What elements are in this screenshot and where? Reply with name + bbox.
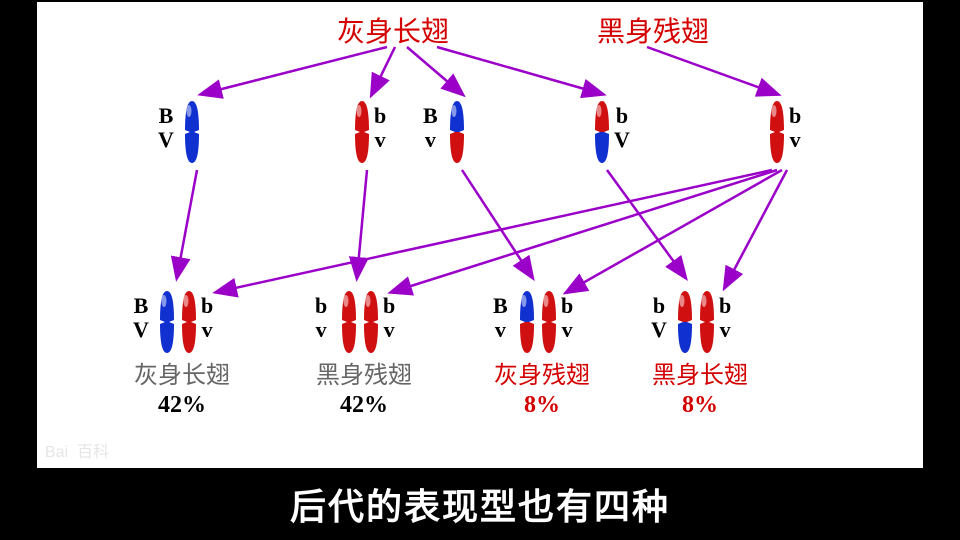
phenotype-label: 灰身残翅8%: [472, 362, 612, 420]
allele-label: BV: [133, 294, 149, 342]
allele-label: bV: [651, 294, 667, 342]
phenotype-label: 黑身长翅8%: [630, 362, 770, 420]
parent-title-right: 黑身残翅: [597, 10, 709, 50]
diagram-frame: 灰身长翅 黑身残翅 BV bv Bv bV bv BV bv 灰身长翅42% bv bv 黑身残翅4…: [35, 0, 925, 470]
allele-label: bv: [315, 294, 327, 342]
parent-title-left: 灰身长翅: [337, 10, 449, 50]
allele-label: bV: [614, 104, 630, 152]
phenotype-label: 灰身长翅42%: [112, 362, 252, 420]
allele-label: bv: [383, 294, 395, 342]
allele-label: Bv: [493, 294, 508, 342]
watermark: Bai 百科: [45, 438, 109, 462]
allele-label: bv: [789, 104, 801, 152]
allele-label: bv: [201, 294, 213, 342]
phenotype-label: 黑身残翅42%: [294, 362, 434, 420]
allele-label: BV: [158, 104, 174, 152]
allele-label: bv: [719, 294, 731, 342]
subtitle-caption: 后代的表现型也有四种: [0, 478, 960, 530]
allele-label: bv: [374, 104, 386, 152]
allele-label: bv: [561, 294, 573, 342]
allele-label: Bv: [423, 104, 438, 152]
